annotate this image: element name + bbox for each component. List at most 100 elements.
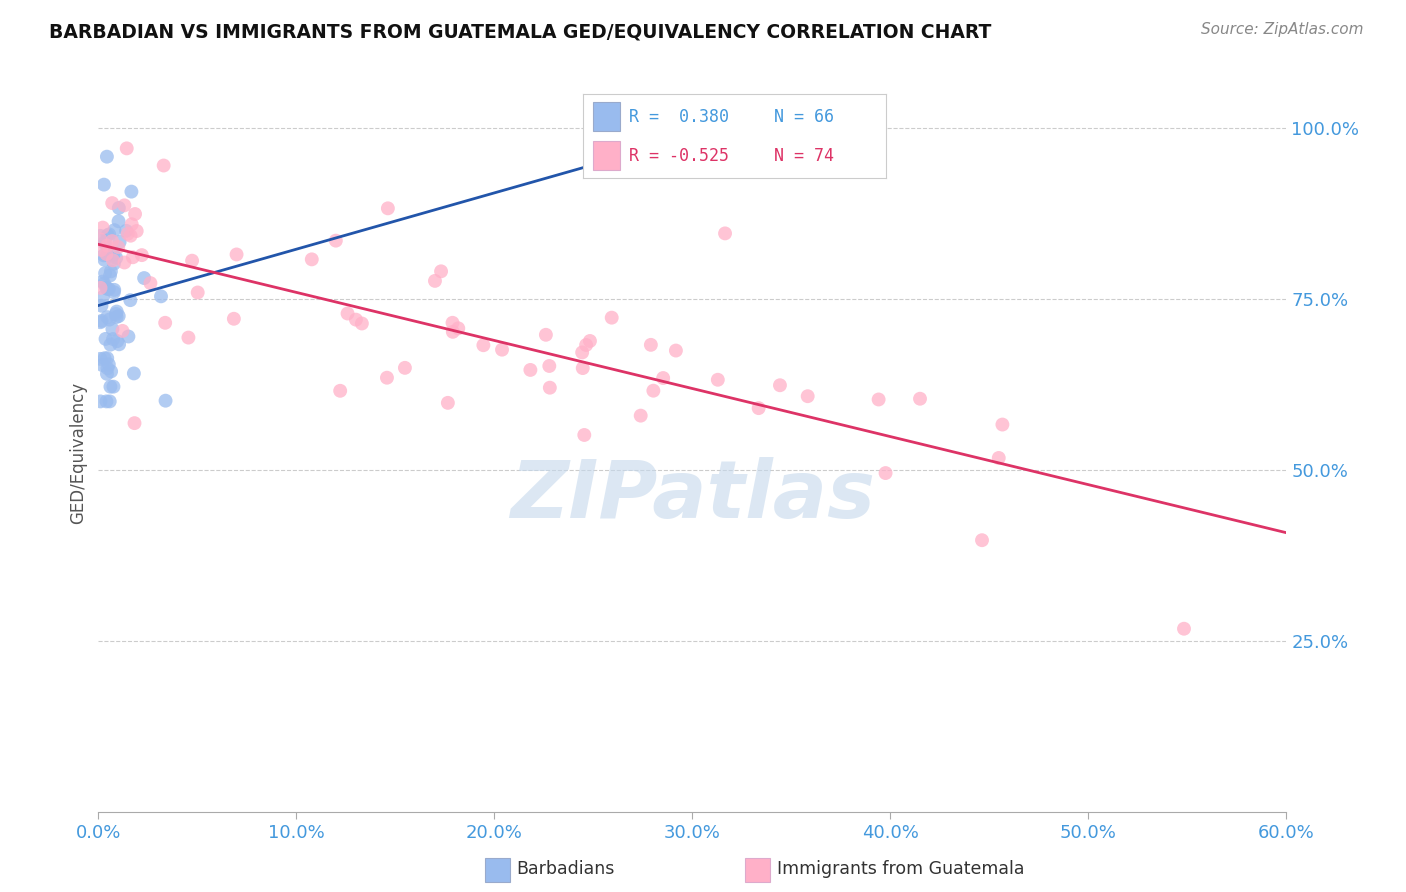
Text: BARBADIAN VS IMMIGRANTS FROM GUATEMALA GED/EQUIVALENCY CORRELATION CHART: BARBADIAN VS IMMIGRANTS FROM GUATEMALA G… [49,22,991,41]
Point [643,384,665,398]
Point [105,310,128,324]
Text: Source: ZipAtlas.com: Source: ZipAtlas.com [1201,22,1364,37]
Point [93,235,115,250]
Point [103,223,125,237]
Bar [592,103,620,131]
Point [350,317,373,331]
Text: N = 66: N = 66 [773,108,834,126]
Point [124,416,146,430]
Point [519,363,541,377]
Point [105,251,128,265]
Point [150,289,173,303]
Point [96,282,118,296]
Point [344,312,367,326]
Point [222,311,245,326]
Point [437,396,460,410]
Point [91,220,114,235]
Point [90,299,112,313]
Point [89,228,111,243]
Point [105,304,128,318]
Point [96,150,118,164]
Point [97,357,120,371]
Point [104,307,127,321]
Point [748,401,770,416]
Point [600,310,623,325]
Point [447,321,470,335]
Point [575,338,598,352]
Point [120,185,142,199]
Point [153,316,176,330]
Point [101,332,124,346]
Point [336,306,359,320]
Point [571,345,593,359]
Point [430,264,453,278]
Point [441,316,464,330]
Point [1173,622,1195,636]
Point [122,367,145,381]
Point [101,196,124,211]
Point [98,394,121,409]
Point [991,417,1014,432]
Point [120,293,142,308]
Point [96,238,118,252]
Y-axis label: GED/Equivalency: GED/Equivalency [69,382,87,524]
Point [630,409,652,423]
Point [94,266,117,280]
Point [98,312,121,326]
Point [796,389,818,403]
Point [96,247,118,261]
Bar [485,857,510,882]
Point [101,234,124,248]
Point [987,450,1010,465]
Point [97,282,120,296]
Point [177,330,200,344]
Text: Immigrants from Guatemala: Immigrants from Guatemala [778,860,1025,878]
Point [93,277,115,291]
Point [96,367,118,381]
Point [89,351,111,366]
Point [108,235,131,249]
Point [111,324,134,338]
Point [100,379,122,393]
Text: R =  0.380: R = 0.380 [628,108,728,126]
Point [121,217,143,231]
Point [108,201,131,215]
Text: N = 74: N = 74 [773,146,834,164]
Point [89,281,111,295]
Point [117,329,139,343]
Point [375,370,398,384]
Point [155,393,177,408]
Point [103,283,125,297]
Point [98,268,121,283]
Point [908,392,931,406]
Point [103,247,125,261]
Point [94,236,117,251]
Point [868,392,890,407]
Point [112,255,135,269]
Point [91,275,114,289]
Point [96,247,118,261]
Point [579,334,602,348]
Point [91,358,114,372]
Point [115,224,138,238]
Point [100,264,122,278]
Point [707,373,730,387]
Point [139,276,162,290]
Point [124,207,146,221]
Point [93,178,115,192]
Text: ZIPatlas: ZIPatlas [510,457,875,535]
Point [769,378,792,392]
Point [90,243,112,257]
Point [105,334,128,348]
Point [101,322,124,336]
Point [89,315,111,329]
Point [100,337,122,351]
Point [96,351,118,366]
Point [89,394,111,409]
Text: R = -0.525: R = -0.525 [628,146,728,164]
Text: Barbadians: Barbadians [517,860,614,878]
Point [665,343,688,358]
Point [423,274,446,288]
Point [652,371,675,385]
Point [120,228,142,243]
